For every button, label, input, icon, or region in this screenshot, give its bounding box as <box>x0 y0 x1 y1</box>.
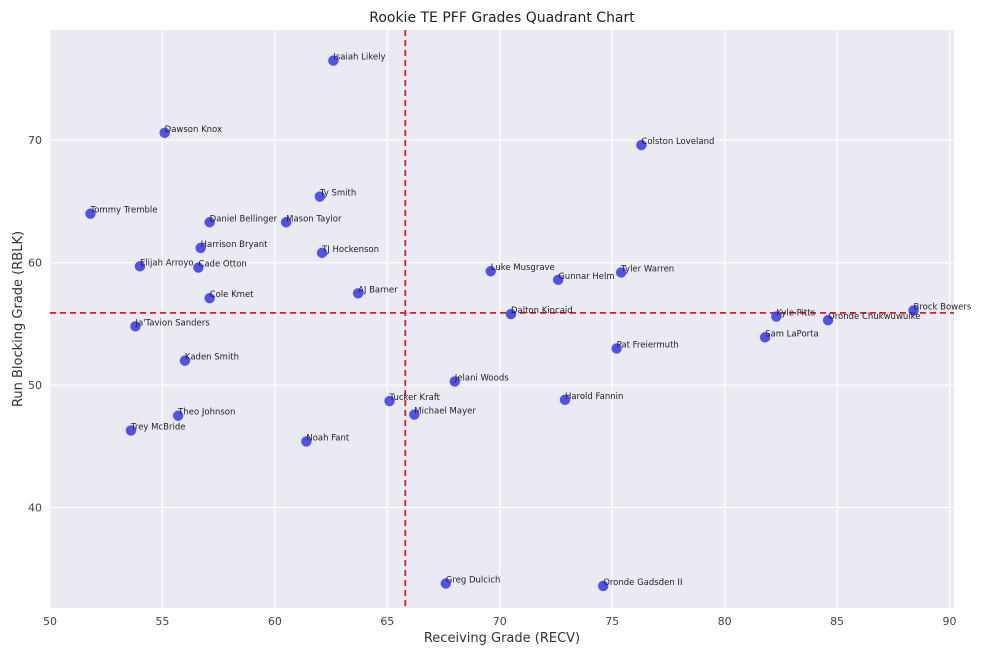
quadrant-lines <box>50 30 954 608</box>
point-label: TJ Hockenson <box>321 245 379 255</box>
point-label: Luke Musgrave <box>491 263 555 273</box>
data-point <box>134 261 146 272</box>
point-label: Ja'Tavion Sanders <box>134 318 210 328</box>
point-label: Cade Otton <box>198 260 246 270</box>
data-point <box>485 266 496 277</box>
grid-lines <box>49 30 954 608</box>
data-point <box>409 409 420 420</box>
data-point <box>195 242 206 254</box>
point-label: Theo Johnson <box>177 408 235 418</box>
point-label: Tyler Warren <box>620 264 674 274</box>
x-axis-label: Receiving Grade (RECV) <box>424 631 580 646</box>
point-label: Pat Freiermuth <box>617 340 679 350</box>
x-tick-label: 80 <box>718 615 732 628</box>
point-label: Elijah Arroyo <box>140 258 194 268</box>
x-tick-label: 75 <box>605 615 619 628</box>
data-point <box>204 217 215 228</box>
data-point <box>328 55 339 66</box>
point-label: Brock Bowers <box>914 302 972 312</box>
point-label: Ty Smith <box>319 189 356 199</box>
data-point <box>314 191 326 202</box>
data-points: Isaiah Likely Dawson Knox Colston Loveland… <box>85 53 972 592</box>
y-tick-label: 40 <box>28 502 42 515</box>
data-point <box>352 288 364 299</box>
point-label: Cole Kmet <box>210 290 255 300</box>
data-point <box>440 578 451 589</box>
data-point <box>316 247 328 259</box>
y-axis-label: Run Blocking Grade (RBLK) <box>11 231 26 407</box>
data-point <box>553 274 564 286</box>
data-point <box>505 308 517 320</box>
x-tick-label: 65 <box>380 615 394 628</box>
x-tick-label: 70 <box>493 615 507 628</box>
chart-title: Rookie TE PFF Grades Quadrant Chart <box>369 10 635 26</box>
point-label: Tucker Kraft <box>389 393 441 403</box>
point-label: Kaden Smith <box>185 353 239 363</box>
x-tick-label: 90 <box>943 615 957 628</box>
point-label: Mason Taylor <box>286 214 342 224</box>
data-point <box>193 262 204 273</box>
point-label: Dawson Knox <box>165 125 222 135</box>
point-label: Dalton Kincaid <box>511 306 573 316</box>
data-point <box>204 292 215 304</box>
axis-ticks: 50 55 60 65 70 75 80 85 90 40 50 60 70 <box>28 134 957 628</box>
point-label: Harrison Bryant <box>201 240 268 250</box>
data-point <box>159 127 170 139</box>
data-point <box>301 436 312 447</box>
x-tick-label: 60 <box>268 615 282 628</box>
data-point <box>125 425 137 436</box>
plot-background <box>50 30 954 608</box>
point-label: AJ Barner <box>358 285 398 295</box>
data-point <box>771 311 782 322</box>
data-point <box>615 267 627 278</box>
x-tick-label: 85 <box>830 615 844 628</box>
data-point <box>822 315 834 326</box>
point-label: Sam LaPorta <box>765 329 819 339</box>
data-point <box>908 305 919 316</box>
data-point <box>559 394 571 406</box>
point-label: Colston Loveland <box>641 137 714 147</box>
y-tick-label: 50 <box>28 379 42 392</box>
x-tick-label: 50 <box>43 615 57 628</box>
data-point <box>130 321 141 332</box>
point-label: Tommy Tremble <box>89 206 157 216</box>
point-label: Jelani Woods <box>454 373 509 383</box>
y-tick-label: 70 <box>28 134 42 147</box>
point-label: Greg Dulcich <box>446 576 501 586</box>
data-point <box>172 410 184 421</box>
point-label: Trey McBride <box>130 422 186 432</box>
point-label: Gunnar Helm <box>558 272 614 282</box>
data-point <box>636 139 647 151</box>
x-tick-label: 55 <box>155 615 169 628</box>
point-label: Kyle Pitts <box>776 309 815 319</box>
data-point <box>759 332 771 343</box>
point-label: Noah Fant <box>306 433 350 443</box>
point-label: Michael Mayer <box>414 407 476 417</box>
data-point <box>597 580 609 592</box>
data-point <box>179 355 191 366</box>
data-point <box>280 217 292 228</box>
data-point <box>611 343 622 354</box>
point-label: Oronde Gadsden II <box>603 578 682 588</box>
point-label: Harold Fannin <box>565 392 623 402</box>
point-label: Isaiah Likely <box>333 53 385 63</box>
point-label: Daniel Bellinger <box>210 214 278 224</box>
y-tick-label: 60 <box>28 257 42 270</box>
data-point <box>384 395 395 407</box>
data-point <box>85 208 96 219</box>
point-label: Oronde Chukwuwuike <box>828 312 920 322</box>
data-point <box>449 376 460 387</box>
